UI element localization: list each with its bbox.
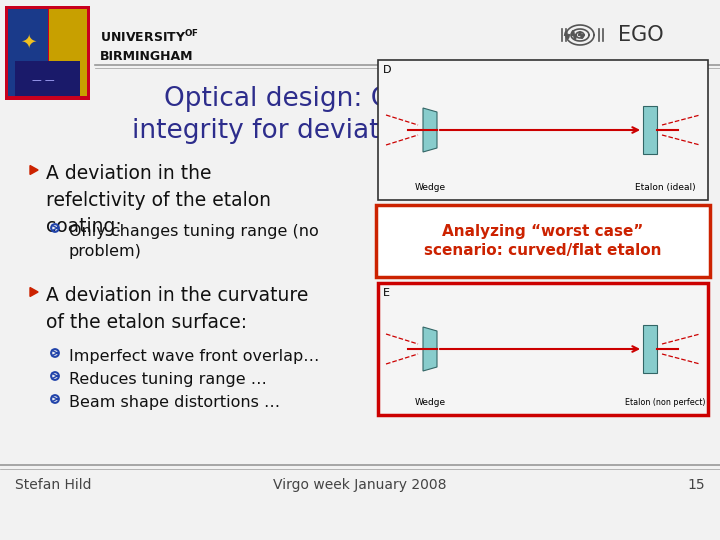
FancyBboxPatch shape: [8, 9, 48, 96]
Polygon shape: [30, 287, 38, 296]
Text: EGO: EGO: [618, 25, 664, 45]
Text: ✦: ✦: [20, 32, 36, 51]
Text: Imperfect wave front overlap…: Imperfect wave front overlap…: [69, 349, 320, 364]
Text: Analyzing “worst case”
scenario: curved/flat etalon: Analyzing “worst case” scenario: curved/…: [424, 224, 662, 259]
Text: A deviation in the
refelctivity of the etalon
coating:: A deviation in the refelctivity of the e…: [46, 164, 271, 236]
Polygon shape: [643, 106, 657, 154]
Text: Beam shape distortions …: Beam shape distortions …: [69, 395, 280, 410]
Text: UNIVERSITY$\mathregular{^{OF}}$: UNIVERSITY$\mathregular{^{OF}}$: [100, 29, 199, 45]
Text: BIRMINGHAM: BIRMINGHAM: [100, 50, 194, 63]
Text: A deviation in the curvature
of the etalon surface:: A deviation in the curvature of the etal…: [46, 286, 308, 332]
Text: Reduces tuning range …: Reduces tuning range …: [69, 372, 267, 387]
Text: Only changes tuning range (no
problem): Only changes tuning range (no problem): [69, 224, 319, 259]
Text: E: E: [383, 288, 390, 298]
FancyBboxPatch shape: [5, 6, 90, 100]
FancyBboxPatch shape: [378, 283, 708, 415]
Text: — —: — —: [32, 75, 54, 85]
Polygon shape: [30, 165, 38, 174]
FancyBboxPatch shape: [378, 60, 708, 200]
Text: Optical design: Check system
integrity for deviations from specs: Optical design: Check system integrity f…: [132, 85, 588, 145]
Text: Etalon (ideal): Etalon (ideal): [635, 183, 696, 192]
Polygon shape: [423, 108, 437, 152]
Text: 15: 15: [688, 478, 705, 492]
Text: Virgo week January 2008: Virgo week January 2008: [274, 478, 446, 492]
Polygon shape: [643, 325, 657, 373]
FancyBboxPatch shape: [376, 205, 710, 277]
Text: Etalon (non perfect): Etalon (non perfect): [625, 398, 706, 407]
Text: Wedge: Wedge: [415, 183, 446, 192]
Text: D: D: [383, 65, 392, 75]
FancyBboxPatch shape: [49, 9, 87, 96]
Text: Wedge: Wedge: [415, 398, 446, 407]
Text: Stefan Hild: Stefan Hild: [15, 478, 91, 492]
Text: ✦: ✦: [55, 35, 67, 49]
Polygon shape: [423, 327, 437, 371]
FancyBboxPatch shape: [15, 61, 80, 96]
